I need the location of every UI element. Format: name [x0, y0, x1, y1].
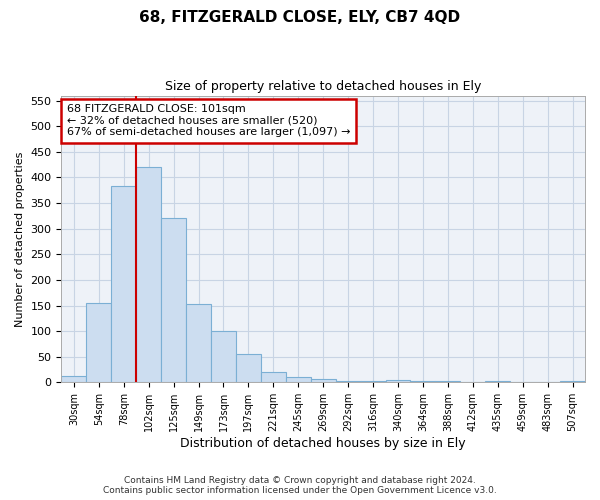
Y-axis label: Number of detached properties: Number of detached properties — [15, 152, 25, 326]
X-axis label: Distribution of detached houses by size in Ely: Distribution of detached houses by size … — [181, 437, 466, 450]
Bar — [311, 380, 335, 382]
Bar — [111, 186, 136, 382]
Bar — [161, 218, 186, 382]
Bar — [386, 380, 410, 382]
Title: Size of property relative to detached houses in Ely: Size of property relative to detached ho… — [165, 80, 481, 93]
Bar — [261, 372, 286, 382]
Bar — [86, 303, 111, 382]
Bar — [485, 381, 510, 382]
Text: 68 FITZGERALD CLOSE: 101sqm
← 32% of detached houses are smaller (520)
67% of se: 68 FITZGERALD CLOSE: 101sqm ← 32% of det… — [67, 104, 350, 138]
Bar — [136, 168, 161, 382]
Bar — [286, 377, 311, 382]
Bar — [560, 381, 585, 382]
Bar — [211, 331, 236, 382]
Text: Contains HM Land Registry data © Crown copyright and database right 2024.
Contai: Contains HM Land Registry data © Crown c… — [103, 476, 497, 495]
Bar — [186, 304, 211, 382]
Bar — [236, 354, 261, 382]
Bar — [410, 381, 436, 382]
Bar — [436, 381, 460, 382]
Bar — [361, 381, 386, 382]
Bar — [335, 381, 361, 382]
Text: 68, FITZGERALD CLOSE, ELY, CB7 4QD: 68, FITZGERALD CLOSE, ELY, CB7 4QD — [139, 10, 461, 25]
Bar — [61, 376, 86, 382]
